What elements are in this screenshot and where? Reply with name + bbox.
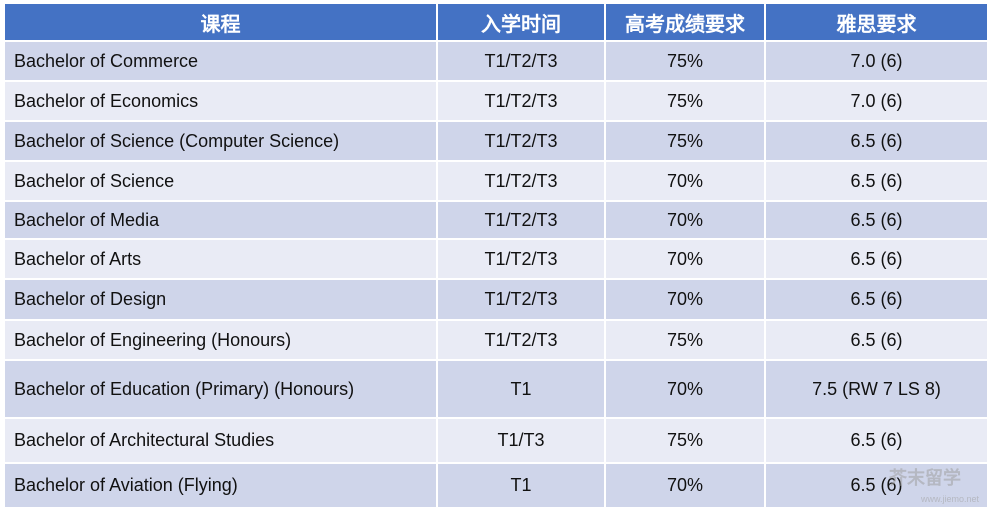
table-cell: 7.0 (6) <box>766 82 989 122</box>
table-cell: 70% <box>606 464 766 509</box>
table-cell: 75% <box>606 419 766 464</box>
table-cell: 6.5 (6) <box>766 321 989 361</box>
table-cell: 6.5 (6) <box>766 464 989 509</box>
table-cell: Bachelor of Education (Primary) (Honours… <box>5 361 438 419</box>
table-cell: 6.5 (6) <box>766 202 989 240</box>
table-cell: T1 <box>438 361 606 419</box>
table-cell: T1/T2/T3 <box>438 82 606 122</box>
table-cell: 6.5 (6) <box>766 240 989 280</box>
table-cell: Bachelor of Arts <box>5 240 438 280</box>
table-cell: 70% <box>606 162 766 202</box>
table-cell: Bachelor of Architectural Studies <box>5 419 438 464</box>
watermark-name: 芥末留学 <box>889 468 961 488</box>
table-cell: 6.5 (6) <box>766 419 989 464</box>
table-cell: 6.5 (6) <box>766 122 989 162</box>
table-cell: 75% <box>606 42 766 82</box>
table-cell: 70% <box>606 361 766 419</box>
watermark-url: www.jiemo.net <box>920 494 979 504</box>
table-cell: Bachelor of Engineering (Honours) <box>5 321 438 361</box>
table-cell: 7.5 (RW 7 LS 8) <box>766 361 989 419</box>
table-cell: 75% <box>606 122 766 162</box>
table-cell: 75% <box>606 82 766 122</box>
table-cell: 雅思要求 <box>766 4 989 42</box>
table-cell: Bachelor of Media <box>5 202 438 240</box>
table-cell: T1/T2/T3 <box>438 42 606 82</box>
table-cell: 70% <box>606 280 766 321</box>
table-cell: T1/T2/T3 <box>438 122 606 162</box>
table-cell: T1/T2/T3 <box>438 280 606 321</box>
table-cell: Bachelor of Design <box>5 280 438 321</box>
table-cell: 6.5 (6) <box>766 280 989 321</box>
table-cell: T1/T2/T3 <box>438 321 606 361</box>
table-cell: T1/T3 <box>438 419 606 464</box>
table-cell: Bachelor of Science <box>5 162 438 202</box>
table-cell: 课程 <box>5 4 438 42</box>
table-cell: 7.0 (6) <box>766 42 989 82</box>
table-cell: T1/T2/T3 <box>438 240 606 280</box>
table-cell: T1 <box>438 464 606 509</box>
table-cell: 入学时间 <box>438 4 606 42</box>
table-cell: Bachelor of Science (Computer Science) <box>5 122 438 162</box>
table-cell: T1/T2/T3 <box>438 162 606 202</box>
table-cell: Bachelor of Commerce <box>5 42 438 82</box>
table-cell: Bachelor of Aviation (Flying) <box>5 464 438 509</box>
table-cell: T1/T2/T3 <box>438 202 606 240</box>
table-cell: 70% <box>606 240 766 280</box>
table-cell: 70% <box>606 202 766 240</box>
table-cell: Bachelor of Economics <box>5 82 438 122</box>
table-cell: 75% <box>606 321 766 361</box>
table-cell: 6.5 (6) <box>766 162 989 202</box>
table-cell: 高考成绩要求 <box>606 4 766 42</box>
